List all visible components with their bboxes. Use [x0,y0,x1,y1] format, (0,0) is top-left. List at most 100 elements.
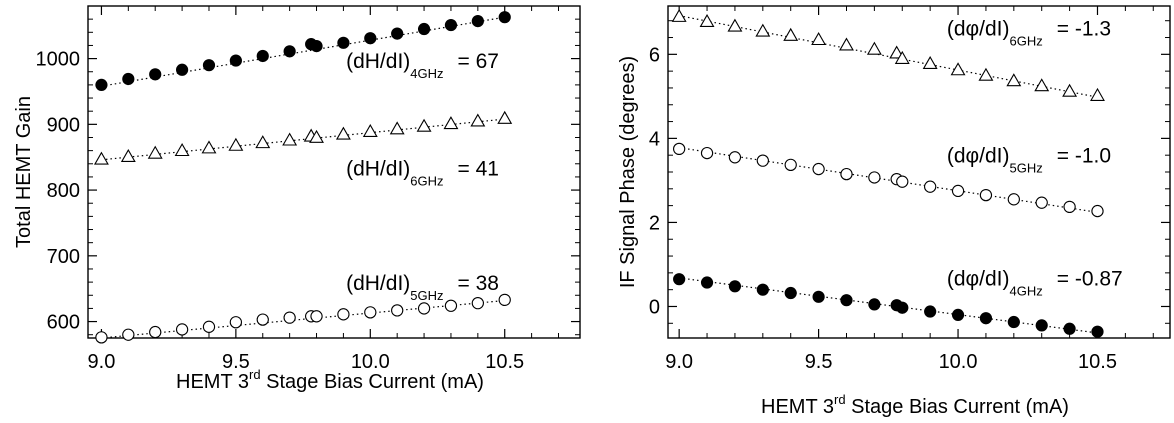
data-point-open-circle [1091,204,1104,218]
data-point-open-triangle [866,41,882,55]
data-point-open-triangle [93,151,109,165]
slope-annotation-value: = 38 [458,272,499,295]
data-point-open-circle [1007,193,1020,206]
x-axis-label-prefix: HEMT 3 [176,371,249,393]
y-axis-label: IF Signal Phase (degrees) [617,56,639,288]
phase-panel: 9.0 9.5 10.0 10.5 0 2 4 6 IF Signal Phase (degre… [617,5,1171,418]
data-point-filled-circle [840,294,853,307]
plot-frame [87,5,581,339]
data-point-open-triangle [147,145,163,159]
slope-annotation-main: (dφ/dI) [947,144,1010,167]
data-point-filled-circle [444,18,458,32]
data-point-filled-circle [700,276,714,289]
data-point-open-triangle [1062,83,1078,97]
data-point-open-circle [229,316,243,329]
data-point-filled-circle [979,312,993,325]
data-point-filled-circle [924,305,937,318]
data-point-open-circle [812,162,825,176]
data-point-open-triangle [839,37,854,51]
data-point-open-triangle [978,67,994,81]
data-point-filled-circle [283,45,296,58]
data-point-open-circle [840,167,853,181]
data-point-filled-circle [868,298,881,311]
fit-line [101,299,505,339]
data-point-open-triangle [120,148,136,162]
data-point-open-circle [673,142,686,156]
data-point-open-triangle [950,62,966,76]
data-point-filled-circle [951,308,965,321]
data-point-open-circle [784,158,797,172]
data-point-open-triangle [1034,78,1050,92]
slope-annotation-value: = -0.87 [1057,267,1123,290]
slope-annotation-value: = -1.3 [1057,17,1111,40]
data-point-filled-circle [175,63,189,76]
data-point-filled-circle [896,301,909,314]
data-point-open-triangle [309,129,324,143]
data-point-open-triangle [228,137,244,151]
data-point-open-triangle [282,132,298,146]
data-point-open-triangle [783,27,799,41]
fit-line [679,15,1098,98]
data-point-open-circle [924,180,937,193]
slope-annotation-sub: 6GHz [1010,33,1043,48]
slope-annotation-sub: 5GHz [1010,160,1043,175]
data-point-filled-circle [256,49,269,63]
data-point-filled-circle [1035,319,1048,332]
data-point-open-circle [175,323,189,336]
x-axis-label: HEMT 3rd Stage Bias Current (mA) [176,367,484,393]
slope-annotation-main: (dH/dI) [346,272,410,295]
data-point-filled-circle [337,36,350,49]
data-point-open-circle [951,184,965,198]
data-point-filled-circle [417,22,431,36]
data-point-open-triangle [1006,73,1022,87]
data-point-open-circle [364,306,377,319]
data-point-filled-circle [728,280,742,293]
x-tick-label: 9.0 [88,351,116,373]
slope-annotation: (dφ/dI)5GHz = -1.0 [947,144,1111,175]
data-point-open-triangle [811,32,827,46]
data-point-open-triangle [497,110,513,124]
data-point-filled-circle [391,27,404,40]
x-tick-label: 10.5 [485,351,524,373]
x-tick-label: 10.0 [351,351,390,373]
data-point-open-circle [896,175,909,188]
gain-panel: 9.0 9.5 10.0 10.5 600 700 800 900 1000 Total HEMT… [13,5,581,393]
slope-annotation-main: (dH/dI) [346,50,410,73]
data-point-filled-circle [471,15,484,28]
x-axis-label-suffix: Stage Bias Current (mA) [261,371,484,393]
slope-annotation: (dH/dI)4GHz = 67 [346,50,499,81]
slope-annotation-sub: 4GHz [1010,283,1043,298]
data-point-filled-circle [310,40,323,53]
data-point-filled-circle [229,54,242,67]
slope-annotation-main: (dH/dI) [346,158,410,181]
data-point-open-circle [756,154,769,167]
data-point-open-triangle [174,143,190,157]
data-point-open-circle [700,146,714,160]
x-axis-label: HEMT 3rd Stage Bias Current (mA) [761,392,1069,418]
data-point-filled-circle [202,59,216,72]
x-axis-label-sup: rd [249,367,261,382]
data-point-open-circle [122,328,135,341]
data-point-filled-circle [784,286,797,300]
slope-annotation: (dH/dI)5GHz = 38 [346,272,499,303]
data-point-open-circle [1063,200,1076,214]
data-point-open-triangle [443,116,459,130]
fit-line [101,118,505,161]
x-tick-label: 9.5 [222,351,250,373]
y-tick-label: 4 [649,128,660,150]
y-tick-label: 2 [649,212,660,234]
slope-annotation-value: = -1.0 [1057,144,1111,167]
data-point-filled-circle [95,78,108,91]
y-tick-label: 1000 [36,49,81,71]
data-point-open-triangle [389,121,405,135]
slope-annotation: (dH/dI)6GHz = 41 [346,158,499,189]
data-point-open-circle [979,188,993,202]
data-point-open-triangle [335,126,351,140]
data-point-open-circle [728,151,742,164]
data-point-open-circle [310,310,323,323]
x-axis-label-sup: rd [834,392,846,407]
data-point-open-triangle [1090,87,1105,101]
data-point-filled-circle [812,290,825,303]
data-point-filled-circle [1091,325,1104,338]
x-tick-label: 10.5 [1078,351,1117,373]
